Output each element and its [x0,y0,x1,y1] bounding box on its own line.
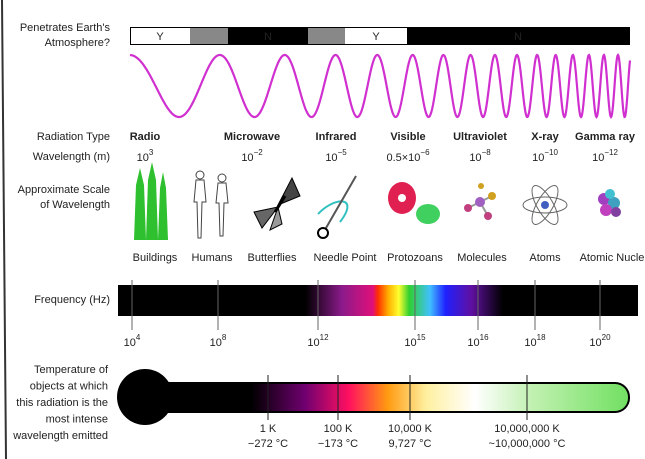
row-label: Frequency (Hz) [34,294,110,306]
power-exponent: −2 [254,148,264,157]
frequency-bar [118,285,638,316]
row-label: Radiation Type [37,131,110,143]
edge [2,0,6,459]
power-base: 10 [241,152,253,164]
icon-protozoans [388,182,440,224]
scale-label: Atomic Nucle [580,252,645,264]
segment-partial [190,28,228,44]
row-label: Penetrates Earth's [20,22,111,34]
segment-label: N [264,31,272,43]
row-label: most intense [46,413,108,425]
power-exponent: 8 [222,333,227,342]
wavelength: 10−12 [592,148,618,164]
icon-butterfly [254,178,300,230]
frequency-tick-label: 1012 [307,333,329,349]
wavelength: 103 [137,148,154,164]
power-exponent: −6 [420,148,430,157]
segment-label: N [514,31,522,43]
band-name: Gamma ray [575,131,636,143]
power-exponent: 4 [136,333,141,342]
power-base: 10 [137,152,149,164]
row-label: objects at which [30,380,108,392]
icon-atom [523,182,567,228]
scale-label: Buildings [133,252,178,264]
power-exponent: 16 [480,333,489,342]
power-base: 10 [532,152,544,164]
wavelength: 10−5 [325,148,347,164]
frequency-tick-label: 1018 [524,333,546,349]
power-base: 10 [467,337,479,349]
power-base: 10 [124,337,136,349]
icon-nucleus [598,189,621,217]
row-label: of Wavelength [40,199,110,211]
frequency-tick-label: 108 [210,333,227,349]
row-label: Wavelength (m) [33,151,110,163]
temperature-celsius: −173 °C [318,438,358,450]
temperature-celsius: 9,727 °C [389,438,432,450]
power-exponent: 18 [537,333,546,342]
power-base: 10 [325,152,337,164]
power-base: 10 [469,152,481,164]
page: Penetrates Earth's Atmosphere? Y N Y N Radiati… [0,0,645,459]
band-name: Infrared [316,131,357,143]
power-exponent: −10 [544,148,558,157]
temperature-celsius: ~10,000,000 °C [489,438,566,450]
temperature-kelvin: 10,000 K [388,423,433,435]
power-base: 10 [210,337,222,349]
wave [130,55,630,117]
icon-needle [318,176,356,238]
row-label: Temperature of [34,364,109,376]
frequency-tick-label: 1020 [589,333,611,349]
band-name: Visible [390,131,425,143]
power-exponent: −8 [482,148,492,157]
wavelength: 10−10 [532,148,558,164]
segment-label: Y [156,31,164,43]
scale-label: Needle Point [314,252,377,264]
temperature-kelvin: 10,000,000 K [494,423,560,435]
power-exponent: 15 [417,333,426,342]
scale-label: Molecules [457,252,507,264]
row-label: Atmosphere? [45,37,110,49]
temperature-kelvin: 1 K [260,423,277,435]
power-exponent: 20 [602,333,611,342]
power-base: 0.5×10 [386,152,420,164]
scale-label: Atoms [529,252,561,264]
frequency-tick-label: 1016 [467,333,489,349]
power-base: 10 [307,337,319,349]
wavelength: 10−2 [241,148,263,164]
power-base: 10 [524,337,536,349]
row-label: Approximate Scale [18,184,110,196]
band-name: Ultraviolet [453,131,507,143]
temperature-celsius: −272 °C [248,438,288,450]
power-exponent: 3 [149,148,154,157]
power-exponent: 12 [320,333,329,342]
segment-partial [308,28,345,44]
scale-label: Humans [192,252,233,264]
scale-label: Protozoans [387,252,443,264]
thermometer-bulb [117,369,173,425]
scale-label: Butterflies [248,252,297,264]
band-name: X-ray [531,131,559,143]
band-name: Radio [130,131,161,143]
frequency-tick-label: 1015 [404,333,426,349]
thermometer-fill [142,384,628,411]
row-label: wavelength emitted [12,430,108,442]
wavelength: 10−8 [469,148,491,164]
row-label: this radiation is the [16,397,108,409]
power-base: 10 [592,152,604,164]
icon-buildings [134,162,168,240]
segment-label: Y [372,31,380,43]
power-exponent: −12 [604,148,618,157]
icon-humans [194,171,228,238]
temperature-kelvin: 100 K [324,423,353,435]
power-base: 10 [589,337,601,349]
power-exponent: −5 [338,148,348,157]
power-base: 10 [404,337,416,349]
band-name: Microwave [224,131,280,143]
frequency-tick-label: 104 [124,333,141,349]
spectrum-diagram: Penetrates Earth's Atmosphere? Y N Y N Radiati… [0,0,645,459]
wavelength: 0.5×10−6 [386,148,430,164]
icon-molecule [464,183,496,220]
